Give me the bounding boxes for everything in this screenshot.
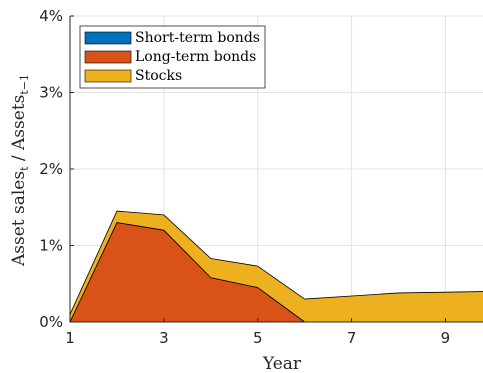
legend-swatch-stocks xyxy=(84,69,132,83)
axes xyxy=(69,15,483,323)
y-axis-label-sub1: t xyxy=(18,166,31,171)
x-tick-label: 5 xyxy=(253,329,263,347)
y-tick-label: 4% xyxy=(39,7,63,25)
y-tick-label: 2% xyxy=(39,160,63,178)
x-tick-label: 1 xyxy=(65,329,75,347)
plot-areas xyxy=(69,210,483,323)
legend-swatch-short-term-bonds xyxy=(84,31,132,45)
y-axis-label-mid: / Assets xyxy=(9,95,29,167)
y-axis-label: Asset salest / Assetst−1 xyxy=(9,74,31,267)
legend-swatch-long-term-bonds xyxy=(84,50,132,64)
legend-label-short-term-bonds: Short-term bonds xyxy=(135,30,260,46)
legend-label-long-term-bonds: Long-term bonds xyxy=(135,49,256,65)
y-axis-label-sub2: t−1 xyxy=(18,74,31,95)
x-tick-label: 9 xyxy=(441,329,451,347)
x-tick-label: 7 xyxy=(347,329,357,347)
tick-labels: 1 3 5 7 9 0% 1% 2% 3% 4% xyxy=(39,7,450,347)
x-axis-label: Year xyxy=(262,354,302,373)
legend: Short-term bonds Long-term bonds Stocks xyxy=(79,25,266,89)
legend-label-stocks: Stocks xyxy=(135,68,182,84)
y-tick-label: 3% xyxy=(39,84,63,102)
y-tick-label: 0% xyxy=(39,313,63,331)
x-tick-label: 3 xyxy=(159,329,169,347)
y-tick-label: 1% xyxy=(39,237,63,255)
area-stocks xyxy=(69,210,483,323)
y-axis-label-main: Asset sales xyxy=(9,171,29,267)
